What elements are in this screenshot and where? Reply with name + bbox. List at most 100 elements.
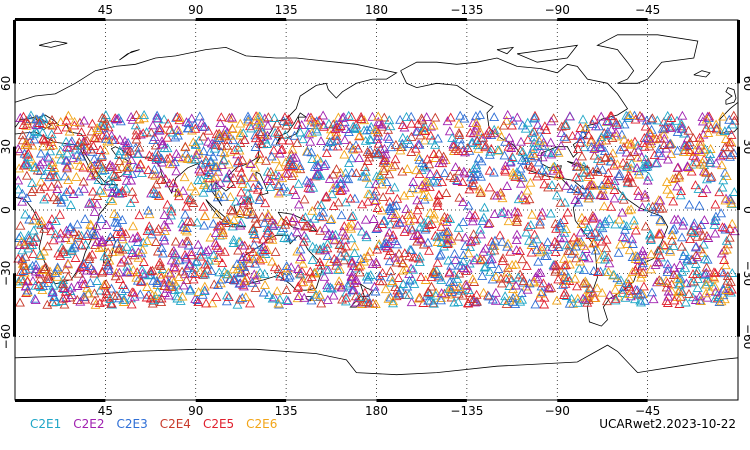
observation-marker xyxy=(236,187,247,197)
observation-marker xyxy=(539,299,550,309)
observation-marker xyxy=(36,250,47,260)
observation-marker xyxy=(522,185,533,195)
observation-marker xyxy=(72,219,83,229)
lon-tick-label-top: −135 xyxy=(450,3,483,17)
observation-marker xyxy=(193,148,204,158)
observation-marker xyxy=(378,192,389,202)
observation-marker xyxy=(430,112,441,122)
observation-marker xyxy=(378,163,389,173)
frame-bar-bottom xyxy=(195,399,287,402)
observation-marker xyxy=(18,119,29,129)
observation-marker xyxy=(48,140,59,150)
observation-marker xyxy=(115,274,125,284)
observation-marker xyxy=(314,257,325,267)
observation-marker xyxy=(229,144,240,154)
observation-marker xyxy=(516,136,526,146)
observation-marker xyxy=(395,145,406,155)
observation-marker xyxy=(182,123,193,133)
observation-marker xyxy=(462,142,473,152)
observation-marker xyxy=(205,232,216,242)
observation-marker xyxy=(34,117,45,127)
observation-marker xyxy=(386,142,397,152)
observation-marker xyxy=(600,152,611,162)
observation-marker xyxy=(55,146,66,156)
observation-marker xyxy=(61,155,72,165)
observation-marker xyxy=(235,118,246,128)
observation-marker xyxy=(561,133,572,143)
observation-marker xyxy=(548,165,559,175)
observation-marker xyxy=(633,191,644,201)
observation-marker xyxy=(364,298,375,308)
observation-marker xyxy=(250,115,261,125)
observation-marker xyxy=(316,136,326,146)
observation-marker xyxy=(203,245,214,255)
observation-marker xyxy=(232,299,243,309)
observation-marker xyxy=(277,144,288,154)
observation-marker xyxy=(60,171,71,181)
observation-marker xyxy=(166,210,176,220)
observation-marker xyxy=(308,182,319,192)
observation-marker xyxy=(551,223,562,233)
observation-marker xyxy=(502,267,512,277)
observation-marker xyxy=(471,117,482,127)
observation-marker xyxy=(71,171,82,181)
observation-marker xyxy=(61,292,71,302)
tick-labels: 45459090135135180180−135−135−90−90−45−45… xyxy=(0,3,750,418)
observation-marker xyxy=(694,145,705,155)
observation-marker xyxy=(619,282,629,292)
observation-marker xyxy=(216,160,227,170)
observation-marker xyxy=(636,272,646,282)
observation-marker xyxy=(374,118,384,128)
observation-marker xyxy=(339,149,350,159)
observation-marker xyxy=(242,181,253,191)
observation-marker xyxy=(342,280,353,290)
observation-marker xyxy=(131,125,142,135)
observation-marker xyxy=(727,268,738,277)
observation-marker xyxy=(109,208,120,218)
observation-marker xyxy=(595,266,606,276)
observation-marker xyxy=(164,124,175,134)
observation-marker xyxy=(593,267,603,276)
observation-marker xyxy=(574,172,584,182)
observation-marker xyxy=(168,262,179,272)
observation-marker xyxy=(255,267,266,277)
observation-marker xyxy=(466,235,477,245)
observation-marker xyxy=(361,172,372,182)
observation-marker xyxy=(91,221,102,231)
observation-marker xyxy=(531,234,542,244)
observation-marker xyxy=(68,153,78,163)
observation-marker xyxy=(177,238,188,248)
observation-marker xyxy=(638,138,649,148)
observation-marker xyxy=(678,216,689,226)
observation-marker xyxy=(332,135,343,145)
observation-marker xyxy=(101,129,112,139)
observation-marker xyxy=(385,266,396,276)
observation-marker xyxy=(579,252,590,261)
observation-marker xyxy=(295,244,306,254)
observation-marker xyxy=(207,138,218,148)
observation-marker xyxy=(489,124,500,134)
observation-marker xyxy=(61,136,72,146)
observation-marker xyxy=(432,133,443,143)
observation-marker xyxy=(110,183,121,193)
observation-marker xyxy=(158,277,169,287)
lon-tick-label-bottom: −90 xyxy=(545,404,570,418)
observation-marker xyxy=(130,120,141,130)
observation-marker xyxy=(162,283,173,293)
observation-marker xyxy=(667,174,678,183)
observation-marker xyxy=(710,281,720,291)
observation-marker xyxy=(173,272,184,282)
observation-marker xyxy=(408,176,419,186)
observation-marker xyxy=(677,232,687,242)
observation-marker xyxy=(393,273,404,282)
observation-marker xyxy=(218,227,229,237)
observation-marker xyxy=(198,146,209,156)
observation-marker xyxy=(377,205,387,215)
observation-marker xyxy=(97,112,108,122)
observation-marker xyxy=(267,256,278,266)
observation-marker xyxy=(219,216,230,225)
observation-marker xyxy=(64,126,75,136)
observation-marker xyxy=(133,252,144,262)
frame-bar-left xyxy=(13,273,16,337)
observation-marker xyxy=(453,145,464,155)
